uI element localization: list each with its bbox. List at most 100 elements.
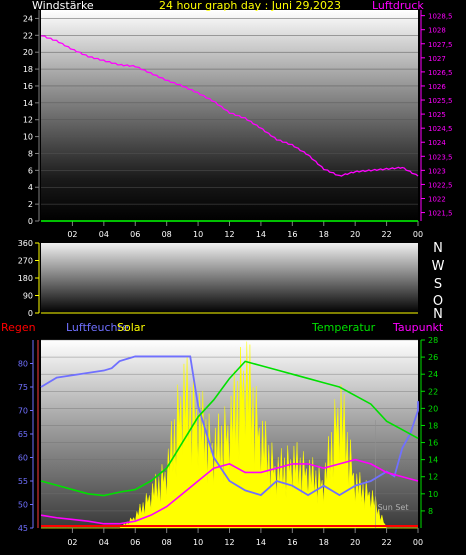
- temperature-tick-label: 22: [428, 387, 438, 396]
- temperature-tick-label: 12: [428, 473, 438, 482]
- time-tick-label: 02: [67, 538, 77, 547]
- humidity-tick-label: 75: [18, 383, 28, 392]
- sunset-label: Sun Set: [378, 503, 409, 512]
- wind-direction-tick-label: 0: [28, 309, 33, 318]
- wind-tick-label: 14: [23, 99, 33, 108]
- wind-tick-label: 2: [28, 200, 33, 209]
- time-tick-label: 10: [193, 538, 203, 547]
- pressure-tick-label: 1026: [428, 83, 446, 91]
- pressure-tick-label: 1023,5: [428, 153, 453, 161]
- wind-tick-label: 16: [23, 82, 33, 91]
- temperature-axis: 8 10 12 14 16 18 20 22 24 26 28: [420, 336, 438, 528]
- pressure-axis-title: Luftdruck: [372, 0, 424, 12]
- wind-tick-label: 22: [23, 31, 33, 40]
- temperature-tick-label: 8: [428, 507, 433, 516]
- time-tick-label: 18: [319, 538, 329, 547]
- climate-series: [40, 355, 419, 527]
- wind-axis-title: Windstärke: [32, 0, 94, 12]
- bottom-time-axis: 02 04 06 08 10 12 14 16 18 20 22 00: [67, 528, 423, 547]
- temperature-tick-label: 28: [428, 336, 438, 345]
- pressure-tick-label: 1023: [428, 167, 446, 175]
- pressure-axis: 1021,5 1022 1022,5 1023 1023,5 1024 1024,5 1025…: [420, 10, 453, 221]
- time-tick-label: 08: [162, 538, 172, 547]
- wind-pressure-gridlines: [41, 18, 418, 222]
- time-tick-label: 22: [381, 230, 391, 239]
- temperature-tick-label: 14: [428, 456, 438, 465]
- pressure-tick-label: 1024: [428, 139, 446, 147]
- temperature-tick-label: 10: [428, 490, 438, 499]
- wind-direction-axis: 0 90 180 270 360: [18, 239, 40, 318]
- humidity-tick-label: 55: [18, 477, 28, 486]
- humidity-axis-title: Luftfeuchte: [66, 321, 129, 334]
- time-tick-label: 02: [67, 230, 77, 239]
- wind-tick-label: 10: [23, 133, 33, 142]
- temperature-tick-label: 24: [428, 370, 438, 379]
- temperature-tick-label: 26: [428, 353, 438, 362]
- top-time-axis: 02 04 06 08 10 12 14 16 18 20 22 00: [67, 221, 423, 239]
- temperature-axis-title: Temperatur: [311, 321, 376, 334]
- pressure-tick-label: 1025: [428, 111, 446, 119]
- wind-direction-tick-label: 270: [18, 257, 33, 266]
- pressure-tick-label: 1022,5: [428, 181, 453, 189]
- climate-chart: 45 50 55 60 65 70 75 80 8 10 12 14 16 18 20 22 24 26 28 0…: [1, 321, 444, 547]
- direction-label-n-bottom: N: [433, 307, 443, 322]
- time-tick-label: 14: [256, 538, 266, 547]
- time-tick-label: 00: [413, 538, 423, 547]
- dewpoint-axis-title: Taupunkt: [392, 321, 444, 334]
- time-tick-label: 04: [99, 538, 109, 547]
- wind-direction-plot-background: [41, 243, 418, 313]
- time-tick-label: 08: [162, 230, 172, 239]
- pressure-tick-label: 1021,5: [428, 210, 453, 218]
- time-tick-label: 20: [350, 230, 360, 239]
- solar-legend-label: Solar: [117, 321, 146, 334]
- pressure-tick-label: 1024,5: [428, 125, 453, 133]
- time-tick-label: 20: [350, 538, 360, 547]
- time-tick-label: 10: [193, 230, 203, 239]
- pressure-tick-label: 1027,5: [428, 41, 453, 49]
- pressure-line: [40, 35, 419, 177]
- direction-label-n-top: N: [433, 241, 443, 256]
- time-tick-label: 16: [287, 538, 297, 547]
- direction-label-w: W: [432, 259, 445, 274]
- humidity-tick-label: 45: [18, 524, 28, 533]
- pressure-tick-label: 1028: [428, 27, 446, 35]
- wind-tick-label: 6: [28, 166, 33, 175]
- pressure-tick-label: 1025,5: [428, 97, 453, 105]
- wind-tick-label: 20: [23, 48, 33, 57]
- humidity-axis: 45 50 55 60 65 70 75 80: [18, 340, 34, 533]
- time-tick-label: 06: [130, 538, 140, 547]
- temperature-tick-label: 18: [428, 421, 438, 430]
- chart-title: 24 hour graph day : Juni 29,2023: [159, 0, 341, 12]
- time-tick-label: 16: [287, 230, 297, 239]
- wind-tick-label: 18: [23, 65, 33, 74]
- humidity-tick-label: 65: [18, 430, 28, 439]
- pressure-tick-label: 1026,5: [428, 69, 453, 77]
- humidity-tick-label: 70: [18, 407, 28, 416]
- wind-direction-tick-label: 360: [18, 239, 33, 248]
- pressure-tick-label: 1027: [428, 55, 446, 63]
- humidity-tick-label: 60: [18, 454, 28, 463]
- time-tick-label: 22: [381, 538, 391, 547]
- wind-tick-label: 12: [23, 116, 33, 125]
- wind-direction-chart: 0 90 180 270 360 N W S O N: [18, 239, 445, 322]
- pressure-tick-label: 1028,5: [428, 13, 453, 21]
- humidity-tick-label: 80: [18, 360, 28, 369]
- time-tick-label: 18: [319, 230, 329, 239]
- pressure-tick-label: 1022: [428, 195, 446, 203]
- dewpoint-line: [40, 458, 419, 525]
- temperature-line: [40, 360, 419, 497]
- direction-label-s: S: [434, 277, 442, 292]
- wind-tick-label: 4: [28, 183, 33, 192]
- time-tick-label: 00: [413, 230, 423, 239]
- rain-axis-title: Regen: [1, 321, 36, 334]
- wind-tick-label: 24: [23, 14, 33, 23]
- wind-pressure-plot-background: [41, 10, 418, 221]
- time-tick-label: 12: [224, 538, 234, 547]
- wind-pressure-series: [40, 35, 419, 222]
- temperature-tick-label: 16: [428, 439, 438, 448]
- time-tick-label: 06: [130, 230, 140, 239]
- wind-tick-label: 0: [28, 217, 33, 226]
